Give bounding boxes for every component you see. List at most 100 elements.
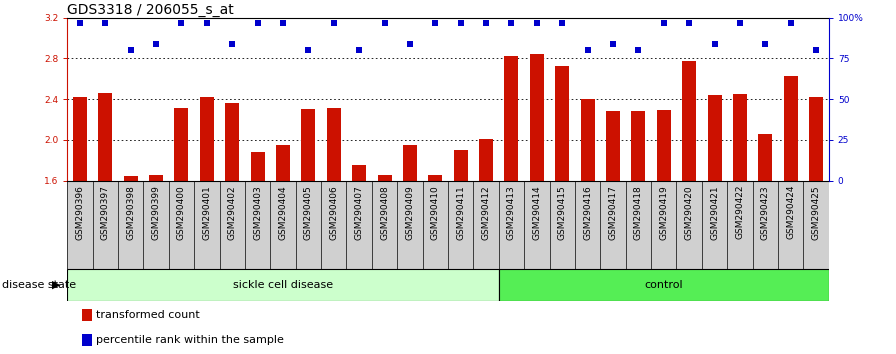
Point [377,20,392,25]
Text: GSM290417: GSM290417 [608,185,617,240]
Bar [301,109,315,181]
Point [783,20,798,25]
Text: GSM290403: GSM290403 [253,185,263,240]
Bar [99,93,112,181]
Bar [657,110,671,181]
Bar [581,99,595,181]
Bar [403,145,417,181]
Bar [499,269,829,301]
Bar [504,56,519,181]
Text: GSM290404: GSM290404 [279,185,288,240]
Bar [682,62,696,181]
Text: GSM290408: GSM290408 [380,185,389,240]
Point [327,20,341,25]
Bar [606,111,620,181]
Bar [530,54,544,181]
Bar [453,150,468,181]
Point [733,20,747,25]
Bar [124,176,138,181]
Text: GSM290423: GSM290423 [761,185,770,240]
Text: control: control [644,280,683,290]
Bar [352,165,366,181]
Bar [377,176,392,181]
Bar [67,269,499,301]
Point [478,20,493,25]
Text: GSM290414: GSM290414 [532,185,541,240]
Point [530,20,544,25]
Point [758,41,772,47]
Bar [708,95,721,181]
Text: GSM290425: GSM290425 [812,185,821,240]
Text: sickle cell disease: sickle cell disease [233,280,333,290]
Text: GSM290424: GSM290424 [786,185,796,239]
Point [276,20,290,25]
Bar [82,309,91,321]
Text: GSM290398: GSM290398 [126,185,135,240]
Text: GSM290419: GSM290419 [659,185,668,240]
Bar [276,145,290,181]
Text: GSM290402: GSM290402 [228,185,237,240]
Point [428,20,443,25]
Bar [758,134,772,181]
Point [225,41,239,47]
Text: GSM290406: GSM290406 [329,185,339,240]
Text: transformed count: transformed count [96,310,200,320]
Text: GSM290420: GSM290420 [685,185,694,240]
Text: GSM290412: GSM290412 [481,185,491,240]
Bar [733,94,747,181]
Point [352,47,366,53]
Text: GSM290409: GSM290409 [405,185,415,240]
Bar [632,111,645,181]
Point [301,47,315,53]
Point [504,20,519,25]
Bar [556,65,569,181]
Point [174,20,189,25]
Text: GSM290397: GSM290397 [100,185,110,240]
Point [124,47,138,53]
Text: GSM290422: GSM290422 [736,185,745,239]
Text: GSM290405: GSM290405 [304,185,313,240]
Bar [809,97,823,181]
Text: GSM290399: GSM290399 [151,185,160,240]
Point [657,20,671,25]
Point [631,47,645,53]
Text: GSM290410: GSM290410 [431,185,440,240]
Bar [82,334,91,346]
Point [809,47,823,53]
Text: GSM290415: GSM290415 [557,185,567,240]
Bar [225,103,239,181]
Text: GSM290401: GSM290401 [202,185,211,240]
Bar [327,108,340,181]
Point [200,20,214,25]
Bar [200,97,214,181]
Bar [175,108,188,181]
Text: GSM290421: GSM290421 [710,185,719,240]
Text: disease state: disease state [2,280,76,290]
Text: GSM290411: GSM290411 [456,185,465,240]
Text: GDS3318 / 206055_s_at: GDS3318 / 206055_s_at [67,3,234,17]
Point [682,20,696,25]
Point [708,41,722,47]
Text: GSM290407: GSM290407 [355,185,364,240]
Text: GSM290418: GSM290418 [633,185,643,240]
Point [581,47,595,53]
Bar [73,97,87,181]
Point [149,41,163,47]
Text: ▶: ▶ [52,280,60,290]
Bar [784,76,797,181]
Point [453,20,468,25]
Bar [251,152,264,181]
Point [606,41,620,47]
Point [99,20,113,25]
Text: GSM290396: GSM290396 [75,185,84,240]
Point [251,20,265,25]
Text: GSM290416: GSM290416 [583,185,592,240]
Bar [149,176,163,181]
Point [556,20,570,25]
Bar [428,176,443,181]
Bar [479,139,493,181]
Text: GSM290413: GSM290413 [507,185,516,240]
Point [73,20,87,25]
Text: percentile rank within the sample: percentile rank within the sample [96,335,284,345]
Point [403,41,418,47]
